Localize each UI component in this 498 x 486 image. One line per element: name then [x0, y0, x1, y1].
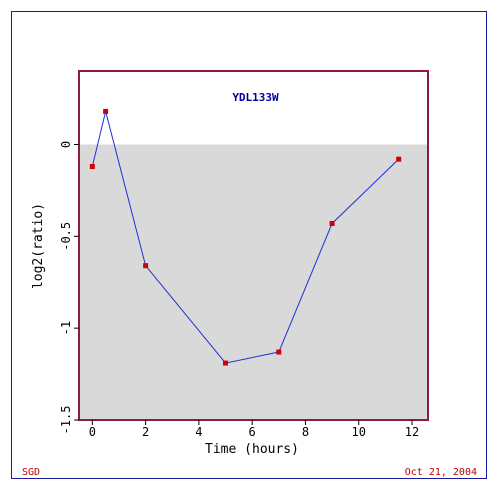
negative-region-shade [79, 144, 428, 420]
y-axis-label: log2(ratio) [31, 203, 46, 289]
data-point [143, 263, 149, 269]
x-tick-label: 0 [89, 425, 96, 439]
x-axis-ticks: 0 2 4 6 8 10 12 [89, 420, 419, 439]
x-tick-label: 8 [302, 425, 309, 439]
y-tick-label: -0.5 [59, 222, 73, 251]
outer-frame [11, 11, 487, 479]
data-point [223, 360, 229, 366]
data-point [329, 220, 335, 226]
chart-title: YDL133W [232, 91, 279, 104]
x-tick-label: 4 [195, 425, 202, 439]
y-tick-label: -1.5 [59, 406, 73, 435]
x-axis-label: Time (hours) [205, 442, 299, 457]
data-point [396, 156, 402, 162]
x-tick-label: 6 [249, 425, 256, 439]
footer-date: Oct 21, 2004 [405, 467, 477, 478]
plot-area-border [78, 70, 429, 421]
data-markers [89, 108, 402, 366]
x-tick-label: 12 [405, 425, 419, 439]
y-tick-label: -1 [59, 321, 73, 335]
data-point [103, 108, 109, 114]
x-tick-label: 2 [142, 425, 149, 439]
data-point [89, 164, 95, 170]
y-axis-ticks: 0 -0.5 -1 -1.5 [59, 141, 79, 435]
data-point [276, 349, 282, 355]
footer-source: SGD [22, 467, 40, 478]
x-tick-label: 10 [352, 425, 366, 439]
y-tick-label: 0 [59, 141, 73, 148]
